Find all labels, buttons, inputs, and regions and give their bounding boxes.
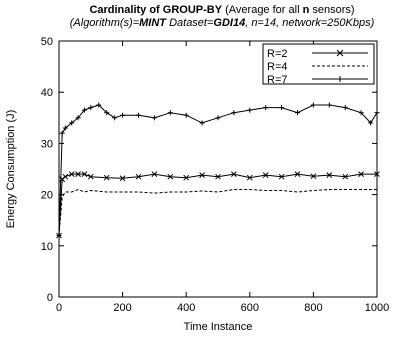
data-point-r2 <box>68 171 75 177</box>
legend-label-r4: R=4 <box>267 61 288 73</box>
data-point-r2 <box>103 174 110 181</box>
series-r2 <box>56 171 380 239</box>
data-point-r2 <box>135 173 142 180</box>
data-point-r2 <box>62 173 69 180</box>
series-r7 <box>56 102 380 239</box>
x-axis-label: Time Instance <box>184 321 253 333</box>
legend-label-r2: R=2 <box>267 48 288 60</box>
y-tick-label: 50 <box>41 36 53 48</box>
subtitle-alg-value: MINT <box>139 17 167 29</box>
data-point-r2 <box>294 171 301 177</box>
y-tick-label: 40 <box>41 87 53 99</box>
data-point-r2 <box>310 173 317 180</box>
subtitle-dataset-value: GDI14 <box>213 17 245 29</box>
legend-label-r7: R=7 <box>267 74 288 86</box>
chart-subtitle: (Algorithm(s)=MINT Dataset=GDI14, n=14, … <box>70 17 375 29</box>
x-tick-label: 600 <box>241 302 259 314</box>
data-point-r2 <box>183 174 190 181</box>
data-point-r2 <box>167 173 174 180</box>
data-point-r2 <box>151 171 158 177</box>
title-main-rest: (Average for all <box>222 4 303 16</box>
title-main-tail: sensors) <box>309 4 354 16</box>
x-tick-label: 400 <box>177 302 195 314</box>
series-r4 <box>58 188 377 236</box>
y-tick-label: 0 <box>47 292 53 304</box>
subtitle-dataset-label: Dataset= <box>166 17 214 29</box>
data-point-r2 <box>342 173 349 180</box>
title-main-n: n <box>303 4 310 16</box>
y-axis-label: Energy Consumption (J) <box>5 110 17 229</box>
data-point-r2 <box>246 174 253 181</box>
subtitle-tail: , n=14, network=250Kbps) <box>245 17 374 29</box>
data-point-r2 <box>358 171 364 177</box>
title-main-bold: Cardinality of GROUP-BY <box>89 4 222 16</box>
data-point-r2 <box>75 171 81 177</box>
data-point-r2 <box>231 171 237 177</box>
legend-marker-r2 <box>336 49 344 57</box>
legend: R=2R=4R=7 <box>262 43 375 86</box>
y-tick-label: 30 <box>41 138 53 150</box>
series-line-r2 <box>58 173 377 236</box>
data-point-r2 <box>374 171 380 177</box>
data-point-r2 <box>215 173 221 180</box>
data-point-r2 <box>326 172 333 178</box>
plot-frame <box>58 40 378 298</box>
data-point-r2 <box>278 173 285 180</box>
x-tick-label: 1000 <box>365 302 389 314</box>
subtitle-alg-label: (Algorithm(s)= <box>70 17 140 29</box>
x-tick-label: 0 <box>56 302 62 314</box>
legend-box <box>262 43 375 85</box>
x-tick-label: 800 <box>304 302 322 314</box>
series-layer <box>56 102 380 239</box>
data-point-r2 <box>119 175 126 182</box>
legend-items: R=2R=4R=7 <box>267 48 368 86</box>
chart-title: Cardinality of GROUP-BY (Average for all… <box>89 4 354 16</box>
series-line-r4 <box>58 188 377 236</box>
data-point-r2 <box>87 173 94 180</box>
series-line-r7 <box>58 104 378 236</box>
data-point-r2 <box>262 172 269 178</box>
data-point-r2 <box>199 172 205 178</box>
ticks-layer: 0 200 400 600 800 1000 0 10 20 30 40 50 <box>41 36 389 314</box>
x-tick-label: 200 <box>113 302 131 314</box>
data-point-r2 <box>81 171 88 177</box>
y-tick-label: 10 <box>41 241 53 253</box>
y-tick-label: 20 <box>41 190 53 202</box>
